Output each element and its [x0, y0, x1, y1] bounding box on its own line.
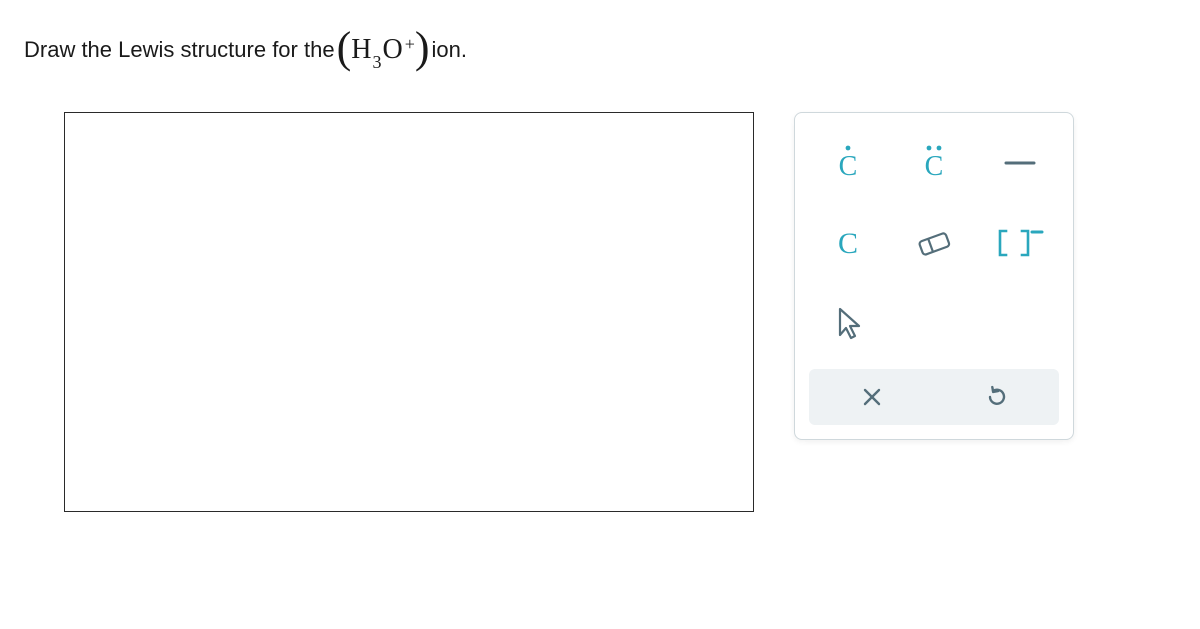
- tool-selection-cursor[interactable]: [809, 287, 887, 359]
- cursor-icon: [826, 301, 870, 345]
- clear-button[interactable]: [809, 369, 934, 425]
- drawing-canvas[interactable]: [64, 112, 754, 512]
- undo-button[interactable]: [934, 369, 1059, 425]
- lewis-toolbar: C C C: [794, 112, 1074, 440]
- element-c-icon: C: [826, 221, 870, 265]
- eraser-icon: [910, 221, 958, 265]
- tool-empty-2: [981, 287, 1059, 359]
- tool-empty-1: [895, 287, 973, 359]
- element-h: H: [351, 30, 371, 69]
- undo-icon: [984, 384, 1010, 410]
- question-prompt: Draw the Lewis structure for the ( H 3 O…: [24, 28, 1176, 72]
- close-icon: [860, 385, 884, 409]
- prompt-suffix: ion.: [432, 35, 467, 66]
- tool-lone-pair[interactable]: C: [895, 127, 973, 199]
- single-bond-icon: [998, 141, 1042, 185]
- close-paren: ): [415, 26, 430, 70]
- open-paren: (: [337, 26, 352, 70]
- tool-element-carbon[interactable]: C: [809, 207, 887, 279]
- element-o: O: [382, 30, 402, 69]
- radical-electron-icon: C: [826, 141, 870, 185]
- lone-pair-icon: C: [912, 141, 956, 185]
- svg-text:C: C: [839, 151, 858, 182]
- svg-text:C: C: [925, 151, 944, 182]
- superscript-plus: +: [405, 32, 415, 57]
- prompt-prefix: Draw the Lewis structure for the: [24, 35, 335, 66]
- tool-charge-bracket[interactable]: [981, 207, 1059, 279]
- tool-radical-electron[interactable]: C: [809, 127, 887, 199]
- toolbar-action-row: [809, 369, 1059, 425]
- charge-bracket-icon: [992, 221, 1048, 265]
- subscript-3: 3: [372, 50, 381, 75]
- chemical-formula: ( H 3 O + ): [337, 28, 430, 72]
- tool-single-bond[interactable]: [981, 127, 1059, 199]
- tool-eraser[interactable]: [895, 207, 973, 279]
- svg-text:C: C: [838, 227, 858, 260]
